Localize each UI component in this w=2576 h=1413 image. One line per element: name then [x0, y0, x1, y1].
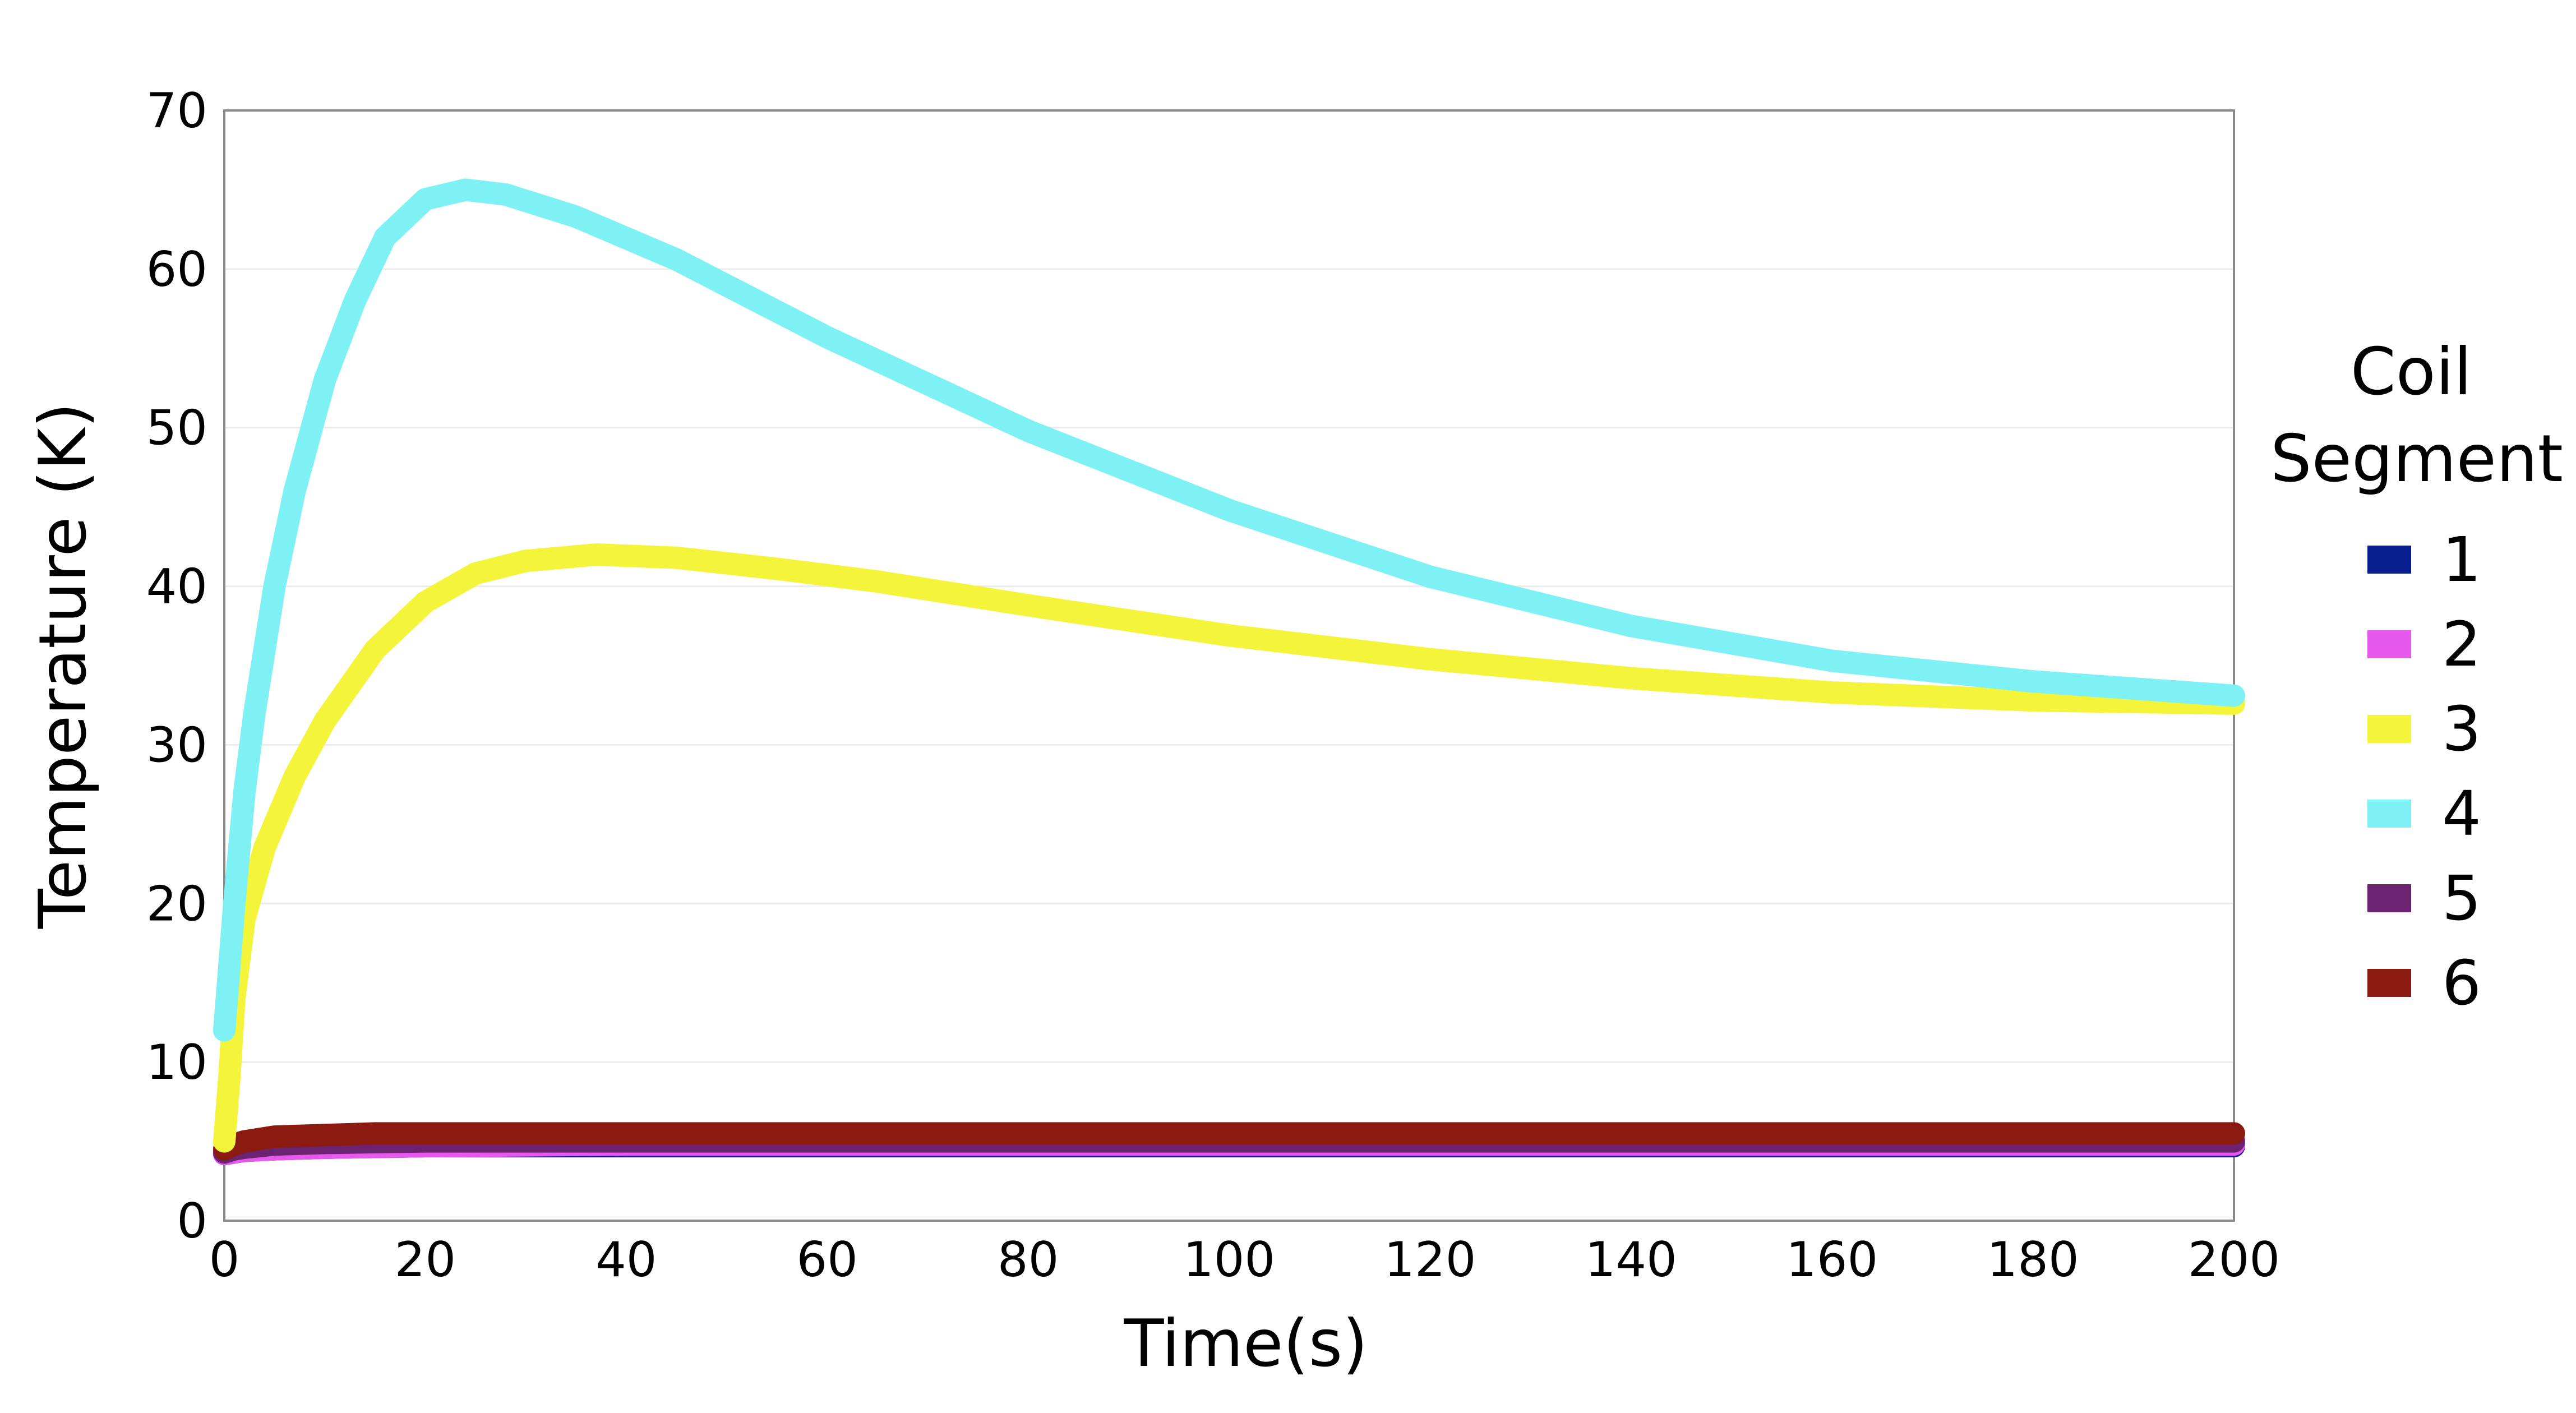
x-axis-title: Time(s) [1124, 1306, 1368, 1382]
legend-swatch-4 [2367, 800, 2411, 828]
legend-swatch-3 [2367, 715, 2411, 743]
y-tick-label: 70 [146, 83, 207, 139]
y-tick-label: 0 [177, 1193, 207, 1249]
y-tick-label: 10 [146, 1035, 207, 1091]
x-tick-label: 0 [209, 1232, 240, 1288]
legend-label-3: 3 [2442, 693, 2481, 765]
x-tick-label: 80 [998, 1232, 1059, 1288]
legend-swatch-1 [2367, 546, 2411, 574]
y-tick-label: 50 [146, 400, 207, 456]
x-tick-label: 160 [1786, 1232, 1878, 1288]
x-tick-label: 120 [1384, 1232, 1476, 1288]
x-tick-label: 40 [595, 1232, 657, 1288]
x-axis-tick-labels: 0 20 40 60 80 100 120 140 160 180 200 [209, 1232, 2280, 1288]
legend-title-line-1: Coil [2351, 334, 2472, 410]
y-tick-label: 40 [146, 559, 207, 615]
series-3-line [213, 543, 2245, 1153]
legend-label-6: 6 [2442, 947, 2481, 1019]
series-group [213, 178, 2245, 1166]
y-tick-label: 30 [146, 717, 207, 773]
legend-label-2: 2 [2442, 608, 2481, 680]
y-axis-tick-labels: 0 10 20 30 40 50 60 70 [146, 83, 207, 1249]
series-6-line [213, 1122, 2245, 1161]
grid-lines [224, 268, 2234, 1063]
y-tick-label: 60 [146, 242, 207, 298]
legend-swatch-5 [2367, 884, 2411, 912]
legend-label-4: 4 [2442, 778, 2481, 849]
legend-swatch-6 [2367, 969, 2411, 997]
x-tick-label: 100 [1183, 1232, 1275, 1288]
plot-area-frame [223, 109, 2235, 1222]
x-tick-label: 180 [1987, 1232, 2079, 1288]
x-tick-label: 60 [796, 1232, 857, 1288]
y-tick-label: 20 [146, 876, 207, 932]
legend-swatch-2 [2367, 630, 2411, 658]
legend-label-1: 1 [2442, 524, 2481, 595]
legend: Coil Segment 1 2 3 4 5 6 [2270, 334, 2563, 1019]
x-tick-label: 20 [395, 1232, 456, 1288]
legend-label-5: 5 [2442, 862, 2481, 934]
x-tick-label: 200 [2188, 1232, 2280, 1288]
x-tick-label: 140 [1585, 1232, 1677, 1288]
legend-title-line-2: Segment [2270, 421, 2563, 497]
series-4-line [213, 178, 2245, 1042]
y-axis-title: Temperature (K) [25, 403, 101, 929]
